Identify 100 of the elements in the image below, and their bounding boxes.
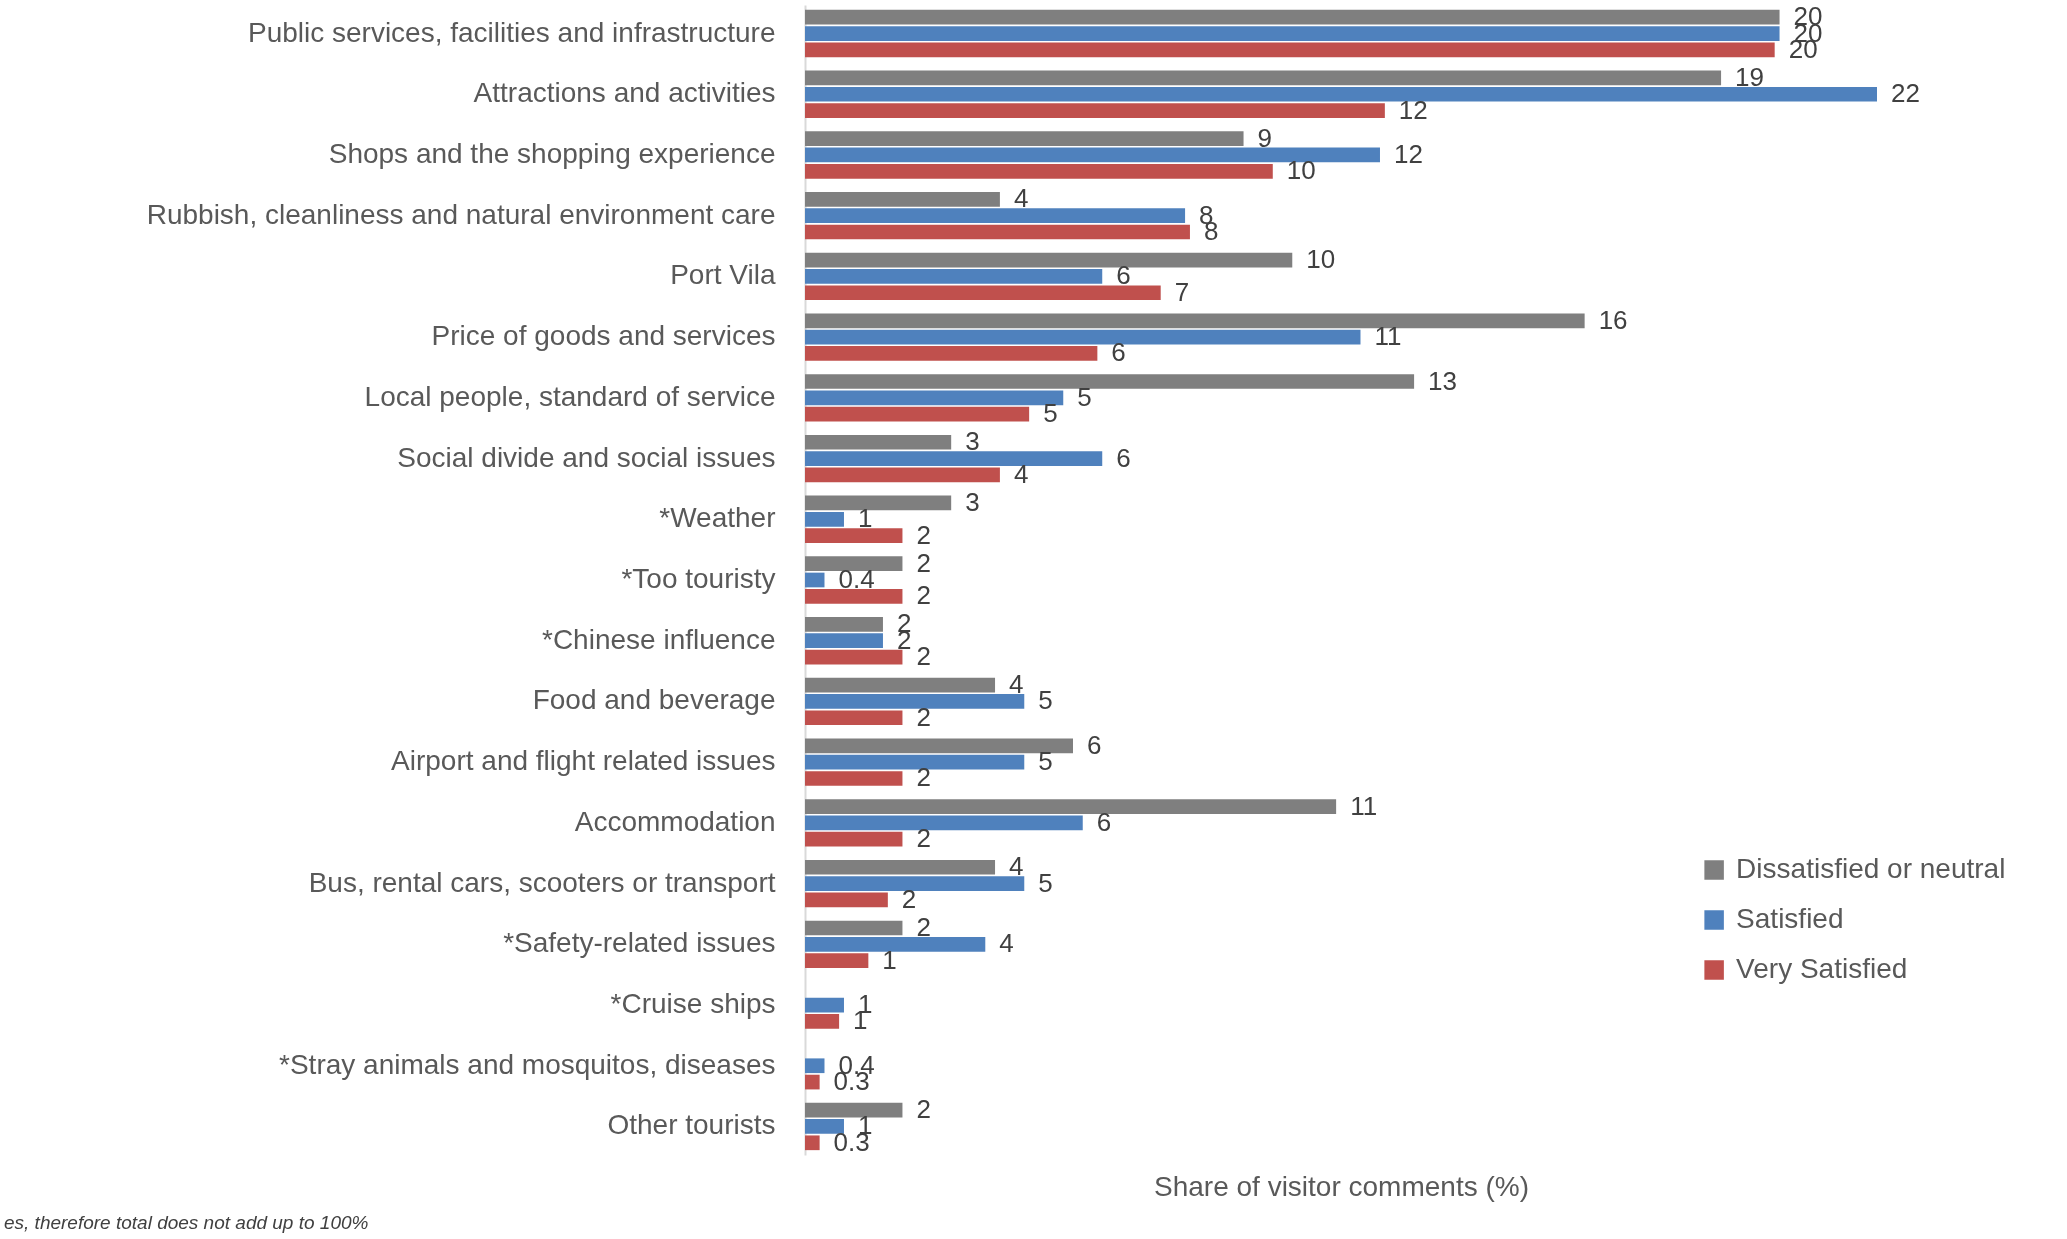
bar xyxy=(805,451,1103,466)
bar xyxy=(805,434,952,450)
bar xyxy=(805,1119,844,1134)
data-label: 3 xyxy=(965,486,980,517)
legend-label: Dissatisfied or neutral xyxy=(1736,853,2006,884)
y-tick-label: Shops and the shopping experience xyxy=(328,137,776,169)
data-label: 3 xyxy=(965,426,980,457)
bar xyxy=(805,269,1103,284)
bar xyxy=(805,694,1025,709)
data-label: 7 xyxy=(1174,276,1190,307)
data-label: 5 xyxy=(1077,381,1092,412)
bar xyxy=(805,1074,820,1090)
bar xyxy=(805,556,903,572)
data-label: 22 xyxy=(1891,78,1920,109)
data-label: 2 xyxy=(916,911,931,942)
bar xyxy=(805,953,869,968)
bar xyxy=(805,467,1000,483)
data-label: 6 xyxy=(1096,806,1112,837)
bar xyxy=(805,208,1186,224)
y-tick-label: Rubbish, cleanliness and natural environment care xyxy=(146,198,776,230)
x-axis-title: Share of visitor comments (%) xyxy=(1154,1170,1529,1202)
y-tick-label: Attractions and activities xyxy=(473,77,776,109)
data-label: 2 xyxy=(916,641,931,672)
data-label: 11 xyxy=(1374,321,1402,352)
bar xyxy=(805,892,888,908)
data-label: 6 xyxy=(1116,442,1131,473)
bar xyxy=(805,9,1780,25)
bar xyxy=(805,26,1780,41)
data-label: 2 xyxy=(901,883,917,914)
bar xyxy=(805,1014,840,1029)
bar xyxy=(805,859,996,875)
data-label: 5 xyxy=(1038,867,1053,898)
bar xyxy=(805,252,1293,268)
y-tick-label: *Safety-related issues xyxy=(503,927,776,959)
data-label: 11 xyxy=(1350,790,1378,821)
bar xyxy=(805,511,844,527)
y-tick-label: Airport and flight related issues xyxy=(391,745,776,777)
bar xyxy=(805,799,1337,814)
legend-label: Satisfied xyxy=(1736,903,1844,934)
y-tick-label: Price of goods and services xyxy=(431,320,776,352)
data-label: 6 xyxy=(1116,260,1131,291)
data-label: 2 xyxy=(916,701,931,732)
data-label: 2 xyxy=(916,547,931,578)
y-tick-label: *Cruise ships xyxy=(610,988,776,1020)
text: es, therefore total does not add up to 100% xyxy=(4,1212,369,1233)
y-tick-label: Port Vila xyxy=(670,259,776,291)
bar xyxy=(805,588,903,604)
legend-label: Very Satisfied xyxy=(1736,953,1908,984)
data-label: 0.4 xyxy=(838,564,875,594)
data-label: 12 xyxy=(1393,138,1423,169)
bar xyxy=(805,192,1000,207)
y-tick-label: Bus, rental cars, scooters or transport xyxy=(308,866,776,898)
y-tick-label: *Weather xyxy=(659,502,776,534)
data-label: 9 xyxy=(1257,122,1273,153)
data-label: 5 xyxy=(1038,746,1053,777)
y-tick-label: *Stray animals and mosquitos, diseases xyxy=(279,1048,776,1080)
y-tick-label: Other tourists xyxy=(607,1109,776,1141)
bar xyxy=(805,771,903,786)
data-label: 4 xyxy=(1013,458,1029,489)
bar xyxy=(805,495,952,511)
data-label: 13 xyxy=(1428,365,1458,396)
bar xyxy=(805,42,1775,58)
bar xyxy=(805,329,1361,345)
bar xyxy=(805,1135,820,1151)
data-label: 2 xyxy=(916,580,931,611)
bar xyxy=(805,936,986,952)
bar xyxy=(805,738,1073,754)
data-label: 10 xyxy=(1306,244,1336,275)
bar xyxy=(805,710,903,726)
data-label: 2 xyxy=(916,823,931,854)
data-label: 1 xyxy=(857,503,873,534)
y-tick-label: *Chinese influence xyxy=(542,623,776,655)
data-label: 2 xyxy=(916,519,931,550)
data-label: 4 xyxy=(1013,183,1029,214)
bar xyxy=(805,1058,825,1074)
bar xyxy=(805,346,1098,361)
bar xyxy=(805,1102,903,1118)
bar xyxy=(805,528,903,543)
bar xyxy=(805,677,996,693)
bar xyxy=(805,876,1025,891)
y-tick-label: *Too touristy xyxy=(621,563,776,594)
bar xyxy=(805,754,1025,770)
data-label: 19 xyxy=(1735,61,1764,92)
data-label: 12 xyxy=(1398,94,1428,125)
bar xyxy=(805,649,903,665)
bar xyxy=(805,815,1083,831)
bar xyxy=(805,617,883,632)
bar xyxy=(805,406,1030,422)
y-tick-label: Public services, facilities and infrastructure xyxy=(247,16,776,48)
y-tick-label: Accommodation xyxy=(574,805,776,837)
bar xyxy=(805,831,903,847)
bar xyxy=(805,147,1380,163)
bar xyxy=(805,633,883,649)
data-label: 5 xyxy=(1043,398,1058,429)
data-label: 16 xyxy=(1598,304,1628,335)
data-label: 1 xyxy=(882,944,897,975)
data-label: 2 xyxy=(916,762,931,793)
bar xyxy=(805,374,1415,389)
data-label: 6 xyxy=(1111,337,1126,368)
data-label: 5 xyxy=(1038,685,1053,716)
